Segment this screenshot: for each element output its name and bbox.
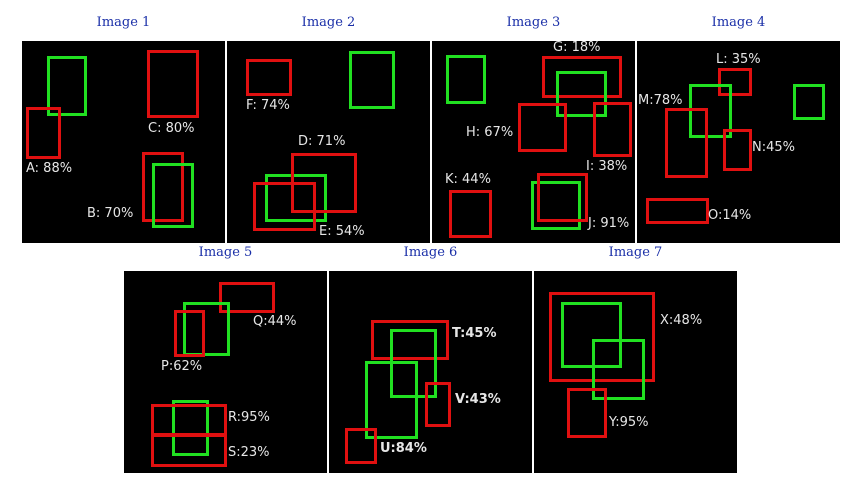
prediction-box: [151, 404, 227, 436]
ground-truth-box: [265, 174, 327, 222]
prediction-box: [253, 182, 316, 231]
ground-truth-box: [365, 361, 418, 439]
panel-title: Image 1: [96, 15, 151, 30]
box-confidence-label: J: 91%: [588, 216, 630, 231]
box-confidence-label: U:84%: [380, 441, 427, 456]
prediction-box: [665, 108, 708, 178]
prediction-box: [142, 152, 184, 222]
prediction-box: [567, 388, 607, 438]
prediction-box: [518, 103, 567, 152]
image-panel: Q:44% P:62% R:95% S:23%: [124, 271, 327, 473]
ground-truth-box: [172, 400, 209, 456]
ground-truth-box: [556, 71, 607, 117]
box-confidence-label: P:62%: [161, 359, 203, 374]
image-panel: C: 80% A: 88% B: 70%: [22, 41, 225, 243]
prediction-box: [646, 198, 709, 224]
prediction-box: [449, 190, 492, 238]
prediction-box: [593, 102, 632, 157]
prediction-box: [345, 428, 377, 464]
box-confidence-label: B: 70%: [87, 206, 134, 221]
box-confidence-label: V:43%: [455, 392, 501, 407]
image-panel: T:45% V:43% U:84%: [329, 271, 532, 473]
prediction-box: [371, 320, 449, 360]
box-confidence-label: C: 80%: [148, 121, 195, 136]
panel-title: Image 6: [403, 245, 458, 260]
box-confidence-label: F: 74%: [246, 98, 290, 113]
prediction-box: [537, 173, 588, 222]
prediction-box: [718, 68, 752, 96]
box-confidence-label: O:14%: [708, 208, 752, 223]
ground-truth-box: [47, 56, 87, 116]
prediction-box: [549, 292, 655, 382]
ground-truth-box: [561, 302, 622, 368]
image-panel: G: 18% H: 67% I: 38% K: 44% J: 91%: [432, 40, 635, 243]
prediction-box: [425, 382, 451, 427]
panel-title: Image 5: [198, 245, 253, 260]
panel-title: Image 3: [506, 15, 561, 30]
box-confidence-label: X:48%: [660, 313, 703, 328]
box-confidence-label: D: 71%: [298, 134, 346, 149]
image-panel: X:48% Y:95%: [534, 271, 737, 473]
image-panel: L: 35% M:78% N:45% O:14%: [637, 41, 840, 243]
ground-truth-box: [689, 84, 732, 138]
ground-truth-box: [349, 51, 395, 109]
box-confidence-label: H: 67%: [466, 125, 514, 140]
box-confidence-label: Y:95%: [609, 415, 649, 430]
box-confidence-label: N:45%: [752, 140, 795, 155]
ground-truth-box: [152, 163, 194, 228]
box-confidence-label: G: 18%: [553, 40, 601, 55]
box-confidence-label: A: 88%: [26, 161, 73, 176]
prediction-box: [26, 107, 61, 159]
panel-title: Image 7: [608, 245, 663, 260]
box-confidence-label: K: 44%: [445, 172, 491, 187]
box-confidence-label: L: 35%: [716, 52, 761, 67]
prediction-box: [174, 310, 205, 357]
panel-title: Image 4: [711, 15, 766, 30]
box-confidence-label: T:45%: [452, 326, 497, 341]
ground-truth-box: [531, 181, 581, 230]
box-confidence-label: S:23%: [228, 445, 270, 460]
box-confidence-label: M:78%: [638, 93, 683, 108]
prediction-box: [147, 50, 199, 118]
box-confidence-label: Q:44%: [253, 314, 297, 329]
prediction-box: [151, 434, 227, 467]
box-confidence-label: I: 38%: [586, 159, 628, 174]
prediction-box: [723, 129, 752, 171]
ground-truth-box: [793, 84, 825, 120]
image-panel: F: 74% D: 71% E: 54%: [227, 41, 430, 243]
ground-truth-box: [446, 55, 486, 104]
ground-truth-box: [183, 302, 230, 356]
panel-title: Image 2: [301, 15, 356, 30]
ground-truth-box: [592, 339, 645, 400]
prediction-box: [246, 59, 292, 96]
prediction-box: [542, 56, 622, 98]
box-confidence-label: R:95%: [228, 410, 270, 425]
box-confidence-label: E: 54%: [319, 224, 365, 239]
prediction-box: [219, 282, 275, 313]
